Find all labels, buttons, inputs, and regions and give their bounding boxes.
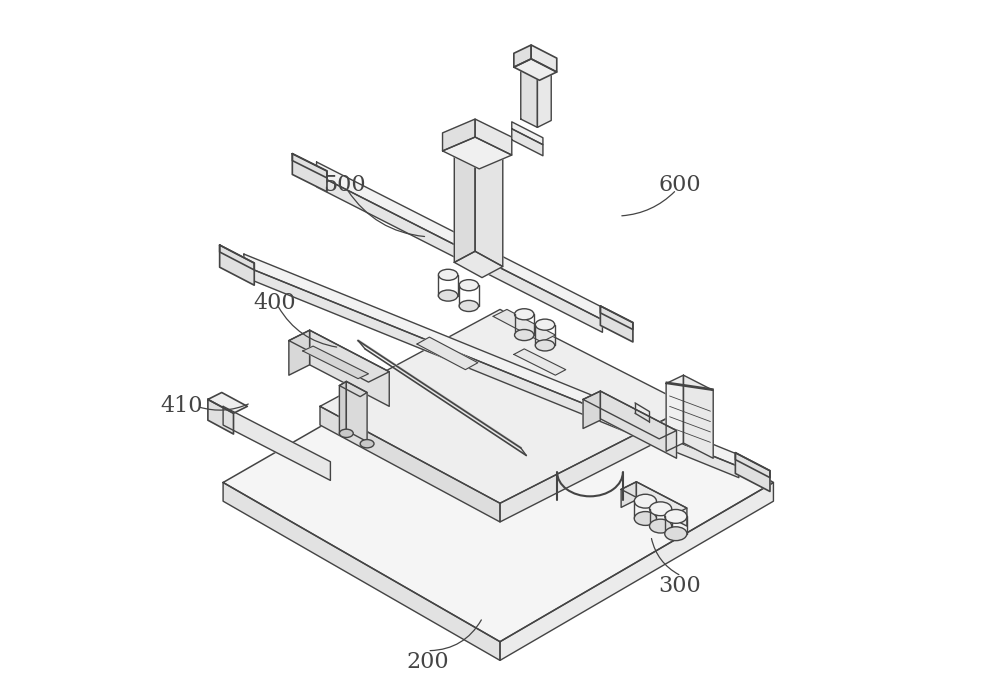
Polygon shape — [320, 309, 690, 503]
Ellipse shape — [459, 279, 479, 291]
Text: 300: 300 — [659, 575, 701, 597]
Polygon shape — [223, 323, 773, 641]
Ellipse shape — [634, 494, 656, 508]
Text: 400: 400 — [254, 291, 296, 313]
Polygon shape — [475, 119, 512, 155]
Ellipse shape — [665, 527, 687, 541]
Polygon shape — [244, 265, 739, 477]
Polygon shape — [600, 306, 633, 342]
Polygon shape — [454, 252, 503, 277]
Text: 600: 600 — [659, 174, 701, 196]
Polygon shape — [500, 482, 773, 660]
Polygon shape — [289, 330, 389, 382]
Polygon shape — [735, 452, 770, 491]
Ellipse shape — [438, 290, 458, 301]
Polygon shape — [317, 174, 602, 332]
Polygon shape — [583, 391, 677, 439]
Polygon shape — [600, 391, 677, 458]
Ellipse shape — [634, 512, 656, 525]
Polygon shape — [537, 69, 551, 127]
Polygon shape — [514, 45, 531, 67]
Polygon shape — [289, 330, 310, 375]
Polygon shape — [521, 66, 537, 127]
Ellipse shape — [650, 502, 672, 516]
Polygon shape — [443, 137, 512, 169]
Polygon shape — [735, 452, 770, 477]
Text: 410: 410 — [160, 395, 203, 417]
Polygon shape — [320, 407, 500, 522]
Text: 200: 200 — [406, 651, 449, 673]
Ellipse shape — [515, 329, 534, 341]
Polygon shape — [417, 337, 478, 370]
Polygon shape — [220, 245, 254, 270]
Polygon shape — [346, 382, 367, 441]
Polygon shape — [636, 482, 687, 526]
Polygon shape — [292, 154, 327, 192]
Polygon shape — [493, 309, 555, 342]
Polygon shape — [303, 346, 368, 379]
Polygon shape — [244, 254, 739, 466]
Polygon shape — [512, 122, 543, 145]
Polygon shape — [583, 391, 600, 429]
Polygon shape — [339, 382, 346, 434]
Ellipse shape — [535, 319, 555, 330]
Ellipse shape — [438, 269, 458, 280]
Polygon shape — [310, 330, 389, 407]
Polygon shape — [443, 119, 475, 151]
Polygon shape — [223, 407, 330, 480]
Polygon shape — [666, 375, 683, 451]
Polygon shape — [514, 349, 566, 375]
Polygon shape — [317, 162, 602, 320]
Ellipse shape — [650, 519, 672, 533]
Polygon shape — [683, 375, 713, 458]
Polygon shape — [666, 382, 713, 391]
Ellipse shape — [665, 509, 687, 523]
Polygon shape — [339, 382, 367, 397]
Polygon shape — [531, 45, 557, 72]
Polygon shape — [220, 245, 254, 285]
Polygon shape — [208, 400, 233, 434]
Polygon shape — [223, 482, 500, 660]
Polygon shape — [500, 407, 690, 522]
Polygon shape — [600, 306, 633, 329]
Polygon shape — [621, 482, 636, 507]
Ellipse shape — [535, 340, 555, 351]
Ellipse shape — [360, 439, 374, 448]
Ellipse shape — [515, 309, 534, 320]
Polygon shape — [514, 59, 557, 81]
Polygon shape — [454, 140, 475, 262]
Polygon shape — [512, 129, 543, 156]
Polygon shape — [475, 140, 503, 266]
Polygon shape — [208, 393, 247, 414]
Text: 500: 500 — [323, 174, 366, 196]
Polygon shape — [621, 482, 687, 516]
Ellipse shape — [459, 300, 479, 311]
Ellipse shape — [339, 430, 353, 437]
Polygon shape — [292, 154, 327, 178]
